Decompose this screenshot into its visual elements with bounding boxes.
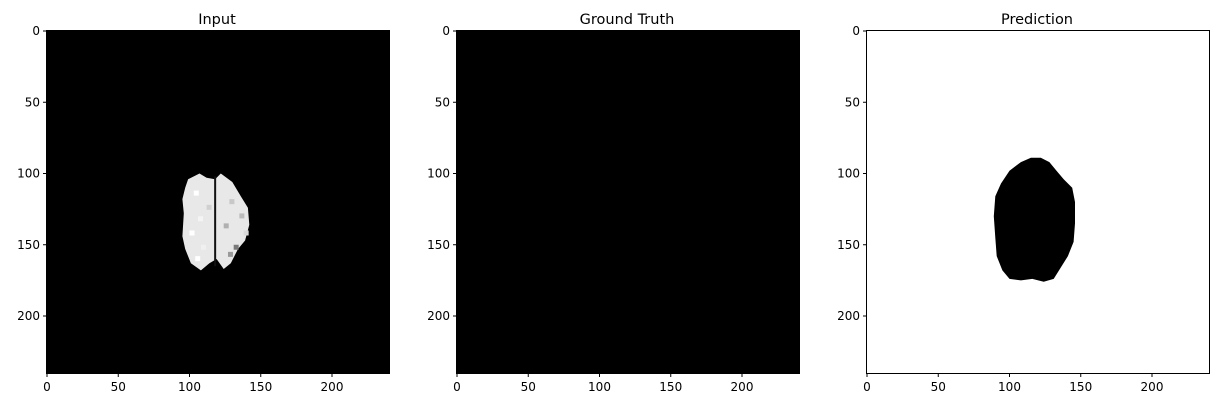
- input-texture-speck: [200, 244, 206, 250]
- axes-frame-prediction: [866, 30, 1210, 374]
- ticks-input: 0 50 100 150 200 0 50 100 150 200: [17, 24, 343, 394]
- ground-truth-y-tick-label: 0: [442, 24, 450, 38]
- prediction-x-tick-label: 100: [998, 380, 1021, 394]
- prediction-x-tick-label: 0: [863, 380, 871, 394]
- ground-truth-y-tick-label: 150: [427, 238, 450, 252]
- prediction-x-tick-label: 200: [1141, 380, 1164, 394]
- ground-truth-y-tick-label: 100: [427, 167, 450, 181]
- prediction-y-tick-label: 0: [852, 24, 860, 38]
- prediction-region: [993, 157, 1075, 282]
- prediction-y-tick-label: 200: [837, 309, 860, 323]
- input-texture-speck: [233, 244, 239, 250]
- input-texture-speck: [239, 213, 245, 219]
- panel-input: Input 0 50 100 150 200 0 50 100 150 200: [17, 12, 390, 394]
- input-texture-speck: [193, 190, 199, 196]
- prediction-y-tick-label: 50: [845, 95, 860, 109]
- input-x-tick-label: 150: [249, 380, 272, 394]
- ground-truth-x-tick-label: 0: [453, 380, 461, 394]
- input-texture-speck: [223, 223, 229, 229]
- ticks-ground-truth: 0 50 100 150 200 0 50 100 150 200: [427, 24, 753, 394]
- axes-frame-ground-truth: [456, 30, 800, 374]
- ground-truth-x-tick-label: 100: [588, 380, 611, 394]
- ground-truth-x-tick-label: 200: [731, 380, 754, 394]
- input-y-tick-label: 0: [32, 24, 40, 38]
- panel-ground-truth: Ground Truth 0 50 100 150 200 0 50 100 150 200: [427, 12, 800, 394]
- panel-prediction: Prediction 0 50 100 150 200 0 50 100 150 200: [837, 12, 1210, 394]
- input-texture-speck: [195, 256, 201, 262]
- ticks-prediction: 0 50 100 150 200 0 50 100 150 200: [837, 24, 1163, 394]
- ground-truth-y-tick-label: 50: [435, 95, 450, 109]
- panel-title-ground-truth: Ground Truth: [580, 12, 675, 28]
- input-x-tick-label: 0: [43, 380, 51, 394]
- ground-truth-y-tick-label: 200: [427, 309, 450, 323]
- image-content-input: [182, 173, 250, 271]
- axes-frame-input: [46, 30, 390, 374]
- input-y-tick-label: 200: [17, 309, 40, 323]
- prediction-x-tick-label: 50: [931, 380, 946, 394]
- ground-truth-x-tick-label: 150: [659, 380, 682, 394]
- input-texture-speck: [206, 204, 212, 210]
- panel-title-input: Input: [198, 12, 236, 28]
- image-content-prediction: [993, 157, 1075, 282]
- ground-truth-x-tick-label: 50: [521, 380, 536, 394]
- input-x-tick-label: 200: [321, 380, 344, 394]
- input-y-tick-label: 100: [17, 167, 40, 181]
- input-texture-speck: [198, 216, 204, 222]
- prediction-y-tick-label: 150: [837, 238, 860, 252]
- input-texture-speck: [229, 199, 235, 205]
- prediction-x-tick-label: 150: [1069, 380, 1092, 394]
- input-y-tick-label: 50: [25, 95, 40, 109]
- input-y-tick-label: 150: [17, 238, 40, 252]
- input-x-tick-label: 50: [111, 380, 126, 394]
- input-texture-speck: [227, 251, 233, 257]
- image-area-ground-truth: [457, 31, 799, 373]
- input-x-tick-label: 100: [178, 380, 201, 394]
- panel-title-prediction: Prediction: [1001, 12, 1073, 28]
- prediction-y-tick-label: 100: [837, 167, 860, 181]
- input-texture-speck: [243, 230, 249, 236]
- input-texture-speck: [189, 230, 195, 236]
